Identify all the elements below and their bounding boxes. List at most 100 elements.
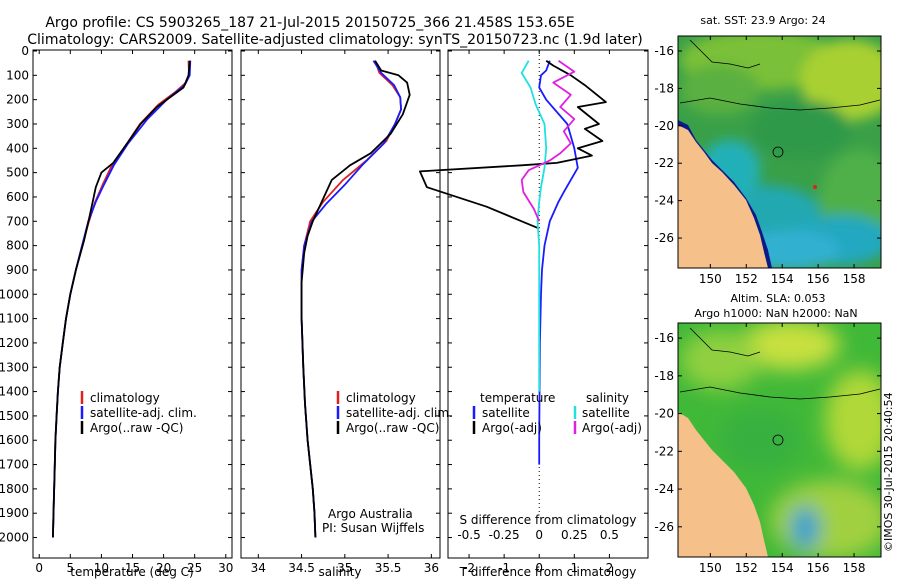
y-tick-label: 1300 xyxy=(0,360,29,374)
sla-seamount xyxy=(772,434,784,446)
series-line-t-argo-adj- xyxy=(418,59,607,230)
legend-climatology: climatology xyxy=(346,391,416,405)
y-tick-label: 1100 xyxy=(0,312,29,326)
annotation-pi: PI: Susan Wijffels xyxy=(322,521,424,535)
map-y-tick-label: -16 xyxy=(654,331,674,345)
temperature-panel xyxy=(32,49,233,559)
annotation-argo-australia: Argo Australia xyxy=(328,507,413,521)
y-tick-label: 1900 xyxy=(0,506,29,520)
sla-reef-outline xyxy=(689,327,761,357)
sla-map-title-2: Argo h1000: NaN h2000: NaN xyxy=(694,307,857,320)
legend-t-argo: Argo(-adj) xyxy=(482,421,542,435)
sst-argo-marker xyxy=(813,185,817,189)
salinity-plot: 34 34.5 35 35.5 36 xyxy=(241,50,440,575)
difference-legend: temperature satellite Argo(-adj) salinit… xyxy=(472,391,642,435)
difference-xlabel: T difference from climatology xyxy=(459,565,637,579)
sst-reef-outline xyxy=(689,39,761,69)
y-tick-label: 1500 xyxy=(0,409,29,423)
sst-map-title: sat. SST: 23.9 Argo: 24 xyxy=(700,14,825,27)
difference-xlabel-top: S difference from climatology xyxy=(460,513,637,527)
map-x-tick-label: 152 xyxy=(735,561,758,575)
legend-argo: Argo(..raw -QC) xyxy=(346,421,439,435)
temperature-legend: climatology satellite-adj. clim. Argo(..… xyxy=(80,391,197,435)
x-tick-label: 35.5 xyxy=(375,561,402,575)
y-tick-label: 700 xyxy=(6,214,29,228)
sst-land xyxy=(678,125,768,268)
y-tick-label: 600 xyxy=(6,190,29,204)
y-tick-label: 200 xyxy=(6,93,29,107)
series-line-climatology xyxy=(52,60,191,538)
header-line-2: Climatology: CARS2009. Satellite-adjuste… xyxy=(27,32,642,48)
temperature-xlabel: temperature (deg C) xyxy=(70,565,193,579)
sst-field xyxy=(680,36,881,268)
y-tick-label: 1400 xyxy=(0,385,29,399)
x-tick-label: 36 xyxy=(424,561,439,575)
map-x-tick-label: 156 xyxy=(807,272,830,286)
map-y-tick-label: -24 xyxy=(654,194,674,208)
sla-field xyxy=(680,323,881,557)
y-tick-label: 100 xyxy=(6,68,29,82)
y-tick-label: 1600 xyxy=(0,433,29,447)
x-tick-label: 25 xyxy=(187,561,202,575)
series-line-s-satellite xyxy=(520,60,548,392)
credit-text: ©IMOS 30-Jul-2015 20:40:54 xyxy=(882,392,895,552)
legend-satellite: satellite-adj. clim. xyxy=(346,406,453,420)
y-tick-label: 1800 xyxy=(0,482,29,496)
y-tick-label: 800 xyxy=(6,239,29,253)
legend-climatology: climatology xyxy=(90,391,160,405)
sla-map-frame xyxy=(677,322,882,558)
map-y-tick-label: -24 xyxy=(654,482,674,496)
series-line-satellite-adj-clim- xyxy=(52,60,192,538)
y-tick-label: 0 xyxy=(21,44,29,58)
map-y-tick-label: -22 xyxy=(654,444,674,458)
difference-panel xyxy=(447,49,649,559)
series-line-t-satellite xyxy=(538,60,579,465)
map-x-tick-label: 154 xyxy=(771,561,794,575)
x-tick-label-top: 0.5 xyxy=(600,528,619,542)
sla-contour xyxy=(679,386,881,400)
series-line-satellite-adj-clim- xyxy=(300,60,403,538)
sla-map xyxy=(678,323,881,557)
header-line-1: Argo profile: CS 5903265_187 21-Jul-2015… xyxy=(45,15,574,31)
sla-map-title-1: Altim. SLA: 0.053 xyxy=(730,292,825,305)
x-tick-label: 35 xyxy=(337,561,352,575)
series-line-s-argo-adj- xyxy=(520,59,576,222)
y-tick-label: 900 xyxy=(6,263,29,277)
legend-salinity-heading: salinity xyxy=(586,391,629,405)
x-tick-label: 5 xyxy=(66,561,74,575)
y-tick-label: 400 xyxy=(6,141,29,155)
map-y-tick-label: -22 xyxy=(654,156,674,170)
x-tick-label: -2 xyxy=(463,561,475,575)
x-tick-label: 15 xyxy=(125,561,140,575)
x-tick-label: 2 xyxy=(606,561,614,575)
sla-land xyxy=(678,412,768,557)
x-tick-label-top: 0 xyxy=(535,528,543,542)
y-tick-label: 2000 xyxy=(0,531,29,545)
salinity-panel xyxy=(240,49,441,559)
x-tick-label: 34.5 xyxy=(288,561,315,575)
y-tick-label: 300 xyxy=(6,117,29,131)
map-x-tick-label: 150 xyxy=(699,272,722,286)
sst-contour xyxy=(679,97,881,111)
map-x-tick-label: 150 xyxy=(699,561,722,575)
legend-argo: Argo(..raw -QC) xyxy=(90,421,183,435)
legend-s-argo: Argo(-adj) xyxy=(582,421,642,435)
x-tick-label: 30 xyxy=(218,561,233,575)
salinity-xlabel: salinity xyxy=(318,565,361,579)
map-y-tick-label: -18 xyxy=(654,369,674,383)
sst-map-frame xyxy=(677,35,882,269)
map-y-tick-label: -26 xyxy=(654,520,674,534)
legend-s-satellite: satellite xyxy=(582,406,630,420)
map-x-tick-label: 158 xyxy=(843,561,866,575)
x-tick-label: 34 xyxy=(251,561,266,575)
x-tick-label-top: 0.25 xyxy=(561,528,588,542)
map-y-tick-label: -16 xyxy=(654,44,674,58)
legend-t-satellite: satellite xyxy=(482,406,530,420)
map-y-tick-label: -20 xyxy=(654,407,674,421)
legend-temperature-heading: temperature xyxy=(480,391,555,405)
x-tick-label-top: -0.25 xyxy=(489,528,520,542)
x-tick-label: 0 xyxy=(35,561,43,575)
map-y-tick-label: -18 xyxy=(654,81,674,95)
sst-seamount xyxy=(772,146,784,158)
